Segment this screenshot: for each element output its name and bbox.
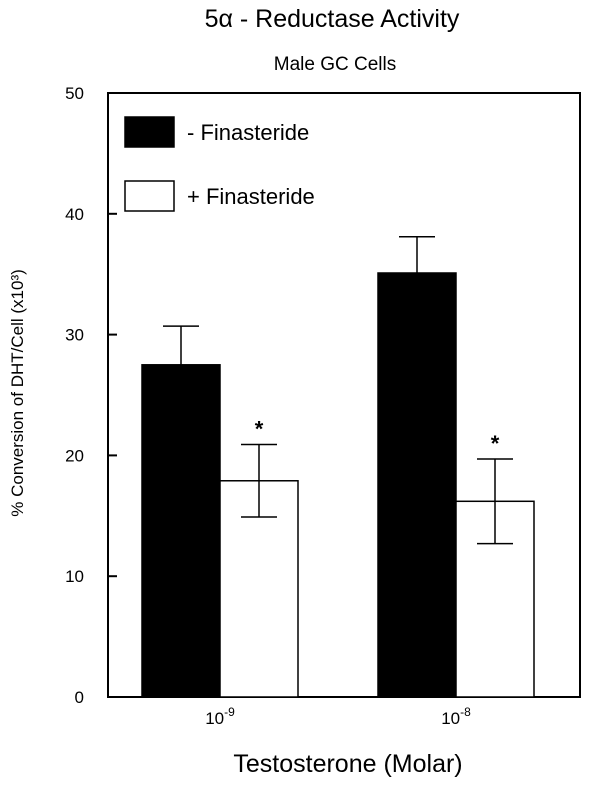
chart-title: 5α - Reductase Activity xyxy=(205,5,460,33)
y-tick-label: 10 xyxy=(65,567,84,586)
bar xyxy=(455,500,535,698)
bar xyxy=(141,364,221,698)
bar xyxy=(377,272,457,698)
y-tick-label: 40 xyxy=(65,205,84,224)
legend-swatch xyxy=(124,180,175,212)
legend-swatch xyxy=(124,116,175,148)
y-tick-label: 0 xyxy=(75,688,84,707)
bar xyxy=(219,480,299,698)
y-tick-label: 20 xyxy=(65,446,84,465)
y-tick-label: 50 xyxy=(65,84,84,103)
plot-area: 0 10 20 30 40 50 * 10-9 * 10-8 - Finasteride + Fina… xyxy=(65,84,581,728)
legend-label: - Finasteride xyxy=(187,120,309,145)
y-tick-label: 30 xyxy=(65,326,84,345)
plot-frame xyxy=(107,92,581,698)
significance-marker: * xyxy=(255,417,264,442)
significance-marker: * xyxy=(491,431,500,456)
y-axis-label: % Conversion of DHT/Cell (x10³) xyxy=(8,269,27,517)
legend-label: + Finasteride xyxy=(187,184,315,209)
x-tick-label: 10-9 xyxy=(205,705,235,728)
x-tick-label: 10-8 xyxy=(441,705,471,728)
x-axis-label: Testosterone (Molar) xyxy=(233,750,462,778)
chart-subtitle: Male GC Cells xyxy=(274,54,396,75)
